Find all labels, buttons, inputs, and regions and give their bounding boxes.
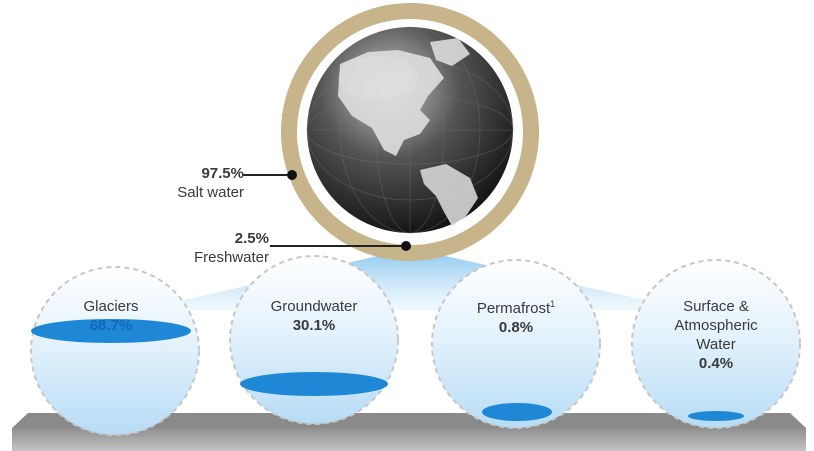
- surface-atmospheric-label: Surface & Atmospheric Water 0.4%: [641, 297, 791, 373]
- salt-water-text: Salt water: [177, 184, 244, 201]
- surface-atmospheric-line-2: Atmospheric: [674, 317, 758, 334]
- surface-atmospheric-line-3: Water: [696, 336, 736, 353]
- permafrost-label: Permafrost1 0.8%: [441, 295, 591, 337]
- surface-atmospheric-percent: 0.4%: [698, 355, 734, 372]
- surface-atmospheric-drop: [631, 259, 801, 429]
- glaciers-label: Glaciers 68.7%: [36, 297, 186, 335]
- surface-atmospheric-water-level: [688, 411, 744, 421]
- freshwater-dot: [401, 241, 411, 251]
- permafrost-name-text: Permafrost: [476, 300, 551, 317]
- shelf: [12, 413, 806, 428]
- glaciers-water-level: [31, 319, 191, 343]
- groundwater-percent: 30.1%: [292, 317, 336, 334]
- freshwater-label: 2.5% Freshwater: [194, 229, 269, 267]
- groundwater-name: Groundwater: [270, 298, 358, 315]
- salt-water-dot: [287, 170, 297, 180]
- globe-icon: [306, 26, 514, 234]
- surface-atmospheric-line-1: Surface &: [683, 298, 749, 315]
- groundwater-water-level: [240, 372, 388, 396]
- glaciers-name: Glaciers: [83, 298, 139, 315]
- shelf-front: [12, 428, 806, 451]
- permafrost-drop: [431, 259, 601, 429]
- salt-water-percent: 97.5%: [201, 165, 244, 182]
- groundwater-label: Groundwater 30.1%: [239, 297, 389, 335]
- permafrost-name: Permafrost1: [441, 295, 591, 318]
- glaciers-percent: 68.7%: [89, 317, 133, 334]
- permafrost-footnote-marker: 1: [550, 299, 556, 309]
- groundwater-drop: [229, 255, 399, 425]
- freshwater-text: Freshwater: [193, 249, 269, 266]
- glaciers-drop: [30, 266, 200, 436]
- salt-water-label: 97.5% Salt water: [177, 164, 244, 202]
- permafrost-percent: 0.8%: [498, 319, 534, 336]
- freshwater-percent: 2.5%: [234, 230, 269, 247]
- permafrost-water-level: [482, 403, 552, 421]
